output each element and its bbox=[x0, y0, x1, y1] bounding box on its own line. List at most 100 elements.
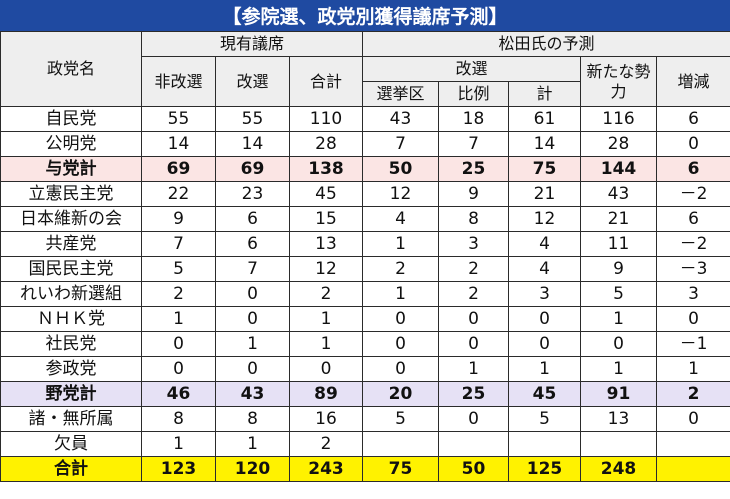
value-cell: 0 bbox=[655, 406, 730, 432]
header-subtotal: 計 bbox=[508, 81, 581, 107]
value-cell: 6 bbox=[655, 156, 730, 182]
value-cell: 11 bbox=[580, 231, 657, 257]
value-cell: 91 bbox=[580, 381, 657, 407]
value-cell: 14 bbox=[141, 131, 216, 157]
value-cell: 13 bbox=[289, 231, 363, 257]
value-cell: 0 bbox=[508, 331, 581, 357]
value-cell: 2 bbox=[362, 256, 439, 282]
value-cell: 248 bbox=[580, 456, 657, 482]
value-cell: 1 bbox=[655, 356, 730, 382]
value-cell: 46 bbox=[141, 381, 216, 407]
value-cell: 1 bbox=[580, 306, 657, 332]
value-cell: 5 bbox=[580, 281, 657, 307]
value-cell bbox=[438, 431, 509, 457]
party-name-cell: 合計 bbox=[0, 456, 142, 482]
value-cell: 9 bbox=[438, 181, 509, 207]
party-row: 社民党 0 1 1 0 0 0 0 －1 bbox=[0, 331, 730, 357]
value-cell: －3 bbox=[655, 256, 730, 282]
value-cell: 3 bbox=[655, 281, 730, 307]
value-cell: 12 bbox=[289, 256, 363, 282]
value-cell: 7 bbox=[362, 131, 439, 157]
header-sum: 合計 bbox=[289, 56, 363, 107]
value-cell: 2 bbox=[289, 431, 363, 457]
value-cell: 1 bbox=[289, 306, 363, 332]
party-name-cell: 日本維新の会 bbox=[0, 206, 142, 232]
value-cell: 9 bbox=[141, 206, 216, 232]
value-cell: 43 bbox=[580, 181, 657, 207]
party-row: 国民民主党 5 7 12 2 2 4 9 －3 bbox=[0, 256, 730, 282]
value-cell: 28 bbox=[580, 131, 657, 157]
value-cell: 116 bbox=[580, 106, 657, 132]
value-cell: 120 bbox=[215, 456, 290, 482]
value-cell: 3 bbox=[438, 231, 509, 257]
party-row: 参政党 0 0 0 0 1 1 1 1 bbox=[0, 356, 730, 382]
value-cell: 144 bbox=[580, 156, 657, 182]
value-cell: 7 bbox=[141, 231, 216, 257]
header-reelection-forecast: 改選 bbox=[362, 56, 581, 82]
total-row: 合計 123 120 243 75 50 125 248 bbox=[0, 456, 730, 482]
value-cell: 243 bbox=[289, 456, 363, 482]
value-cell: 110 bbox=[289, 106, 363, 132]
value-cell: 28 bbox=[289, 131, 363, 157]
value-cell: 2 bbox=[438, 256, 509, 282]
value-cell: 0 bbox=[508, 306, 581, 332]
value-cell bbox=[508, 431, 581, 457]
value-cell bbox=[580, 431, 657, 457]
party-name-cell: 公明党 bbox=[0, 131, 142, 157]
header-current: 現有議席 bbox=[141, 31, 363, 57]
value-cell: 25 bbox=[438, 381, 509, 407]
party-row: 公明党 14 14 28 7 7 14 28 0 bbox=[0, 131, 730, 157]
value-cell: 14 bbox=[508, 131, 581, 157]
value-cell: 21 bbox=[508, 181, 581, 207]
ruling-subtotal-row: 与党計 69 69 138 50 25 75 144 6 bbox=[0, 156, 730, 182]
value-cell: 1 bbox=[362, 231, 439, 257]
value-cell: 0 bbox=[362, 306, 439, 332]
party-name-cell: れいわ新選組 bbox=[0, 281, 142, 307]
value-cell: 1 bbox=[362, 281, 439, 307]
value-cell: 1 bbox=[215, 431, 290, 457]
party-name-cell: 与党計 bbox=[0, 156, 142, 182]
value-cell: 0 bbox=[438, 306, 509, 332]
value-cell: 0 bbox=[215, 356, 290, 382]
value-cell bbox=[655, 456, 730, 482]
value-cell: 0 bbox=[141, 356, 216, 382]
header-row-1: 政党名 現有議席 松田氏の予測 bbox=[0, 31, 730, 107]
value-cell: 45 bbox=[289, 181, 363, 207]
party-row: 欠員 1 1 2 bbox=[0, 431, 730, 457]
party-name-cell: ＮＨＫ党 bbox=[0, 306, 142, 332]
value-cell: 69 bbox=[141, 156, 216, 182]
value-cell: 15 bbox=[289, 206, 363, 232]
value-cell: 1 bbox=[141, 306, 216, 332]
party-row: 立憲民主党 22 23 45 12 9 21 43 －2 bbox=[0, 181, 730, 207]
value-cell: 1 bbox=[580, 356, 657, 382]
value-cell: 2 bbox=[289, 281, 363, 307]
value-cell: 3 bbox=[508, 281, 581, 307]
party-row: 日本維新の会 9 6 15 4 8 12 21 6 bbox=[0, 206, 730, 232]
value-cell: －1 bbox=[655, 331, 730, 357]
value-cell: 55 bbox=[215, 106, 290, 132]
value-cell: 7 bbox=[215, 256, 290, 282]
header-new-power: 新たな勢力 bbox=[580, 56, 657, 107]
value-cell: 2 bbox=[655, 381, 730, 407]
party-name-cell: 社民党 bbox=[0, 331, 142, 357]
value-cell: 20 bbox=[362, 381, 439, 407]
party-row: 共産党 7 6 13 1 3 4 11 －2 bbox=[0, 231, 730, 257]
value-cell: 0 bbox=[438, 331, 509, 357]
value-cell: 123 bbox=[141, 456, 216, 482]
value-cell: 14 bbox=[215, 131, 290, 157]
value-cell: 4 bbox=[508, 231, 581, 257]
value-cell: 50 bbox=[438, 456, 509, 482]
value-cell: 75 bbox=[508, 156, 581, 182]
party-name-cell: 国民民主党 bbox=[0, 256, 142, 282]
header-forecast: 松田氏の予測 bbox=[361, 31, 730, 57]
party-row: ＮＨＫ党 1 0 1 0 0 0 1 0 bbox=[0, 306, 730, 332]
value-cell: 1 bbox=[289, 331, 363, 357]
value-cell: 50 bbox=[362, 156, 439, 182]
value-cell: 21 bbox=[580, 206, 657, 232]
value-cell: 138 bbox=[289, 156, 363, 182]
value-cell: 6 bbox=[215, 206, 290, 232]
party-name-cell: 参政党 bbox=[0, 356, 142, 382]
value-cell: 6 bbox=[655, 206, 730, 232]
value-cell: 75 bbox=[362, 456, 439, 482]
